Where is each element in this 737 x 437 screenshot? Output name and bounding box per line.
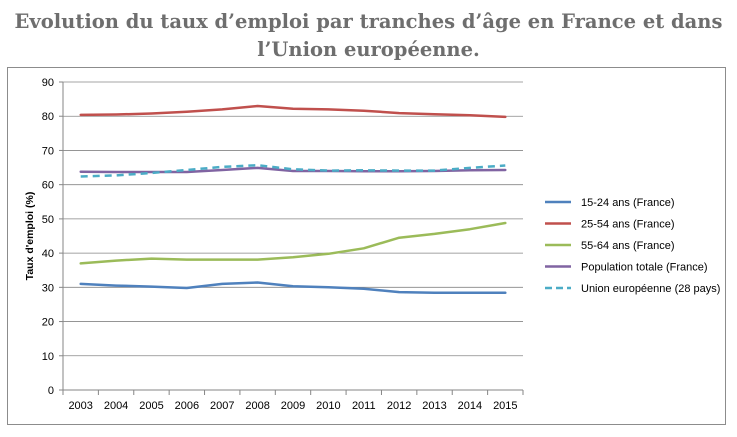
y-tick-labels: 0 10 20 30 40 50 60 70 80 90 bbox=[42, 77, 54, 397]
legend-label-3: 55-64 ans (France) bbox=[581, 240, 675, 252]
legend-label-5: Union européenne (28 pays) bbox=[581, 283, 720, 295]
series-line-1 bbox=[79, 281, 507, 295]
x-tick-label: 2007 bbox=[210, 400, 234, 412]
series-line-3 bbox=[79, 221, 507, 265]
x-tick-label: 2010 bbox=[316, 400, 340, 412]
x-tick-label: 2015 bbox=[493, 400, 517, 412]
legend-label-2: 25-54 ans (France) bbox=[581, 219, 675, 231]
legend-label-1: 15-24 ans (France) bbox=[581, 197, 675, 209]
y-tick-label: 10 bbox=[42, 351, 54, 363]
series-line-2 bbox=[79, 104, 507, 119]
series-line-5 bbox=[80, 163, 506, 178]
y-tick-label: 30 bbox=[42, 282, 54, 294]
x-tick-label: 2013 bbox=[422, 400, 446, 412]
x-tick-label: 2006 bbox=[175, 400, 199, 412]
chart-title-line-1: Evolution du taux d’emploi par tranches … bbox=[14, 10, 723, 33]
axes bbox=[59, 81, 524, 395]
y-tick-label: 20 bbox=[42, 317, 54, 329]
y-tick-label: 70 bbox=[42, 145, 54, 157]
gridlines bbox=[63, 81, 523, 357]
y-tick-label: 40 bbox=[42, 248, 54, 260]
y-tick-label: 0 bbox=[48, 385, 54, 397]
x-tick-label: 2004 bbox=[104, 400, 128, 412]
chart-frame bbox=[7, 67, 726, 425]
y-tick-label: 90 bbox=[42, 77, 54, 89]
y-tick-label: 60 bbox=[42, 180, 54, 192]
series-lines bbox=[79, 104, 507, 295]
x-tick-label: 2012 bbox=[387, 400, 411, 412]
chart-title-line-2: l’Union européenne. bbox=[257, 38, 480, 61]
legend-label-4: Population totale (France) bbox=[581, 262, 708, 274]
x-tick-label: 2011 bbox=[352, 400, 376, 412]
y-tick-label: 50 bbox=[42, 214, 54, 226]
x-tick-labels: 2003 2004 2005 2006 2007 2008 2009 2010 2011 2012… bbox=[68, 400, 517, 412]
legend: 15-24 ans (France) 25-54 ans (France) 55-6… bbox=[545, 197, 720, 295]
x-tick-label: 2005 bbox=[139, 400, 163, 412]
x-tick-label: 2008 bbox=[245, 400, 269, 412]
x-tick-label: 2014 bbox=[458, 400, 482, 412]
y-tick-label: 80 bbox=[42, 111, 54, 123]
chart-title: Evolution du taux d’emploi par tranches … bbox=[0, 8, 737, 64]
y-axis-label: Taux d'emploi (%) bbox=[24, 192, 36, 281]
x-tick-label: 2003 bbox=[68, 400, 92, 412]
x-tick-label: 2009 bbox=[281, 400, 305, 412]
